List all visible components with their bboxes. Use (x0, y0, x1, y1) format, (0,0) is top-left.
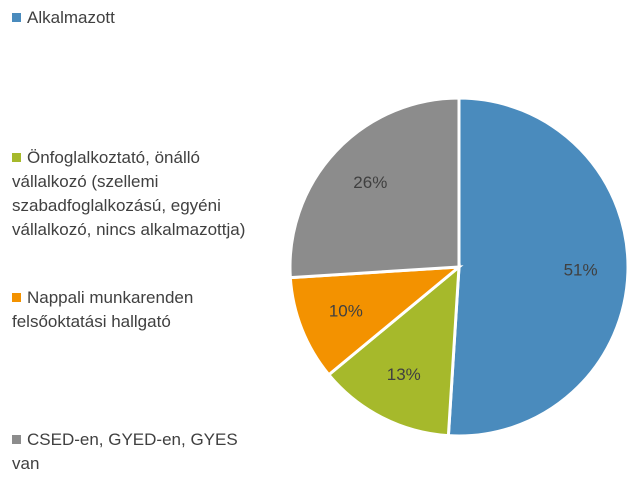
legend-label: CSED-en, GYED-en, GYES van (12, 430, 238, 473)
legend-item: Alkalmazott (12, 6, 267, 30)
data-label: 10% (329, 301, 363, 320)
legend-swatch (12, 435, 21, 444)
legend-label: Önfoglalkoztató, önálló vállalkozó (szel… (12, 148, 246, 239)
pie-slice (326, 263, 461, 438)
legend-swatch (12, 153, 21, 162)
legend-item: Nappali munkarenden felsőoktatási hallga… (12, 286, 267, 334)
legend-swatch (12, 293, 21, 302)
legend-label: Nappali munkarenden felsőoktatási hallga… (12, 288, 194, 331)
legend-label: Alkalmazott (27, 8, 115, 27)
data-label: 51% (564, 260, 598, 279)
legend-item: CSED-en, GYED-en, GYES van (12, 428, 267, 476)
pie-slice (288, 96, 461, 280)
pie-slice (288, 265, 464, 377)
data-label: 13% (387, 365, 421, 384)
data-label: 26% (353, 173, 387, 192)
legend-swatch (12, 13, 21, 22)
legend-item: Önfoglalkoztató, önálló vállalkozó (szel… (12, 146, 267, 242)
pie-slice (446, 96, 629, 438)
